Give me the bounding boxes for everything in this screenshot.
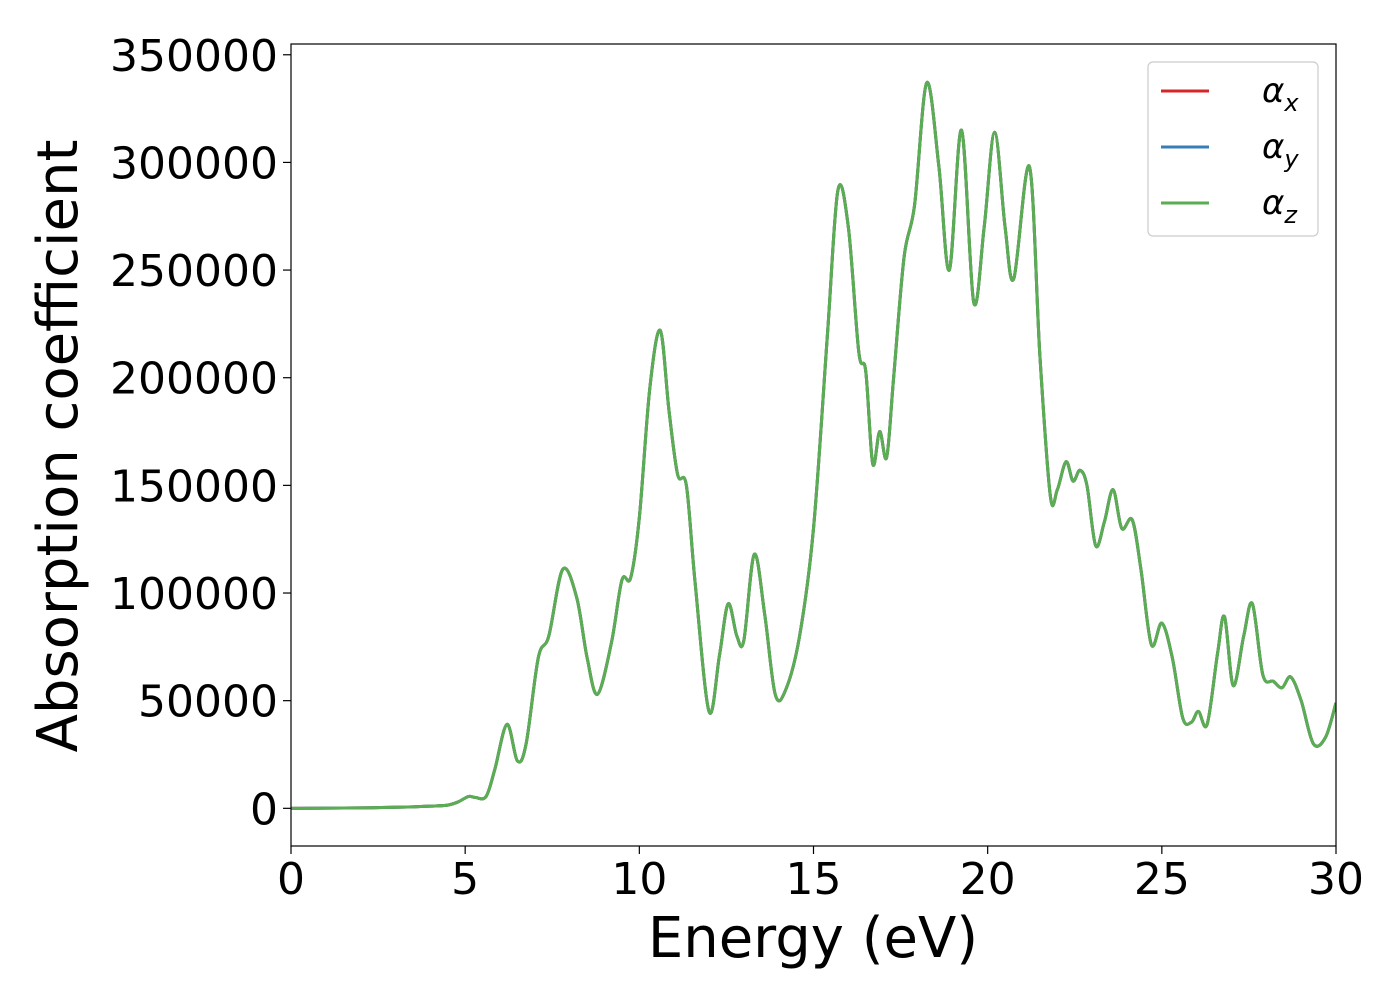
x-tick-label: 0 (277, 854, 305, 905)
x-tick-label: 5 (451, 854, 479, 905)
y-tick-label: 100000 (110, 569, 278, 620)
x-tick-label: 30 (1308, 854, 1364, 905)
plot-area (291, 81, 1336, 810)
legend-label: αx (1262, 71, 1299, 117)
y-tick-label: 200000 (110, 354, 278, 405)
y-tick-label: 150000 (110, 461, 278, 512)
y-tick-label: 50000 (138, 677, 278, 728)
x-axis-title: Energy (eV) (648, 906, 978, 971)
y-axis-title: Absorption coefficient (26, 140, 91, 753)
x-tick-label: 15 (786, 854, 842, 905)
y-tick-label: 0 (250, 784, 278, 835)
x-tick-label: 20 (960, 854, 1016, 905)
y-tick-label: 350000 (110, 31, 278, 82)
x-tick-label: 25 (1134, 854, 1190, 905)
legend-box (1147, 61, 1319, 237)
series-line-z (291, 81, 1336, 810)
legend-label: αy (1262, 127, 1299, 173)
y-tick-label: 250000 (110, 246, 278, 297)
x-tick-label: 10 (611, 854, 667, 905)
axes: 0 5 10 15 20 25 30 0 50000 100000 150000 200000 2500… (110, 31, 1364, 905)
y-tick-label: 300000 (110, 138, 278, 189)
